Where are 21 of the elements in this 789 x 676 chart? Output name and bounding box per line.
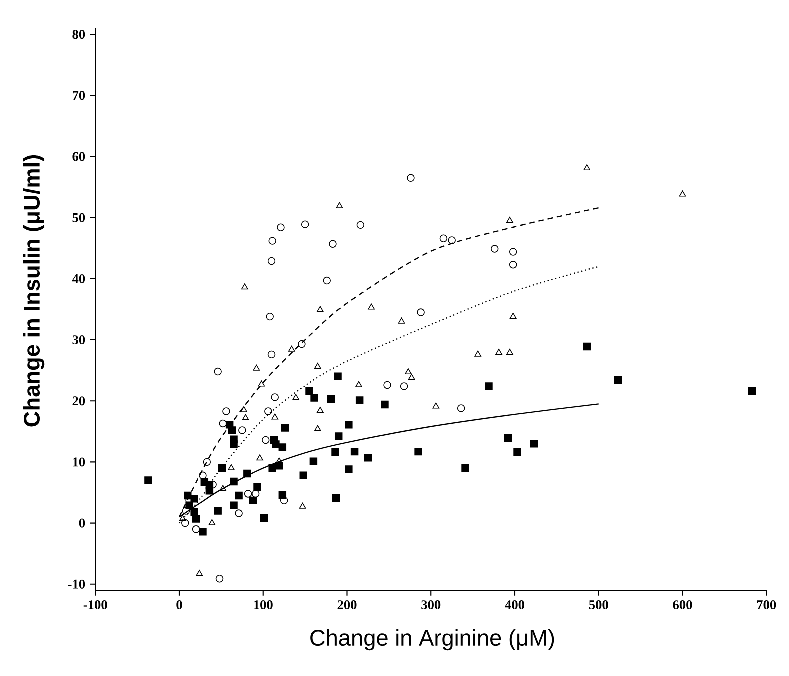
y-tick-label: 80 <box>72 30 86 40</box>
y-tick-label: 20 <box>72 396 86 406</box>
y-axis-title: Change in Insulin (μU/ml) <box>23 155 45 427</box>
x-tick-label: -100 <box>84 600 108 610</box>
x-tick-label: 100 <box>254 600 273 610</box>
y-tick-label: 0 <box>79 518 86 528</box>
y-tick-label: 10 <box>73 458 86 467</box>
y-tick-label: 50 <box>72 213 86 222</box>
y-tick-label: 40 <box>72 274 86 284</box>
y-tick-label: -10 <box>68 580 86 589</box>
x-axis-title: Change in Arginine (μM) <box>310 629 554 651</box>
y-tick-label: 30 <box>72 336 86 345</box>
x-tick-label: 0 <box>176 600 182 610</box>
x-tick-label: 600 <box>673 600 692 610</box>
x-tick-label: 400 <box>505 600 524 610</box>
y-tick-label: 60 <box>72 152 86 162</box>
x-tick-label: 200 <box>338 600 357 610</box>
x-tick-label: 300 <box>422 600 441 610</box>
y-tick-label: 70 <box>72 91 86 100</box>
x-tick-label: 500 <box>589 600 608 610</box>
x-tick-label: 700 <box>757 600 776 610</box>
